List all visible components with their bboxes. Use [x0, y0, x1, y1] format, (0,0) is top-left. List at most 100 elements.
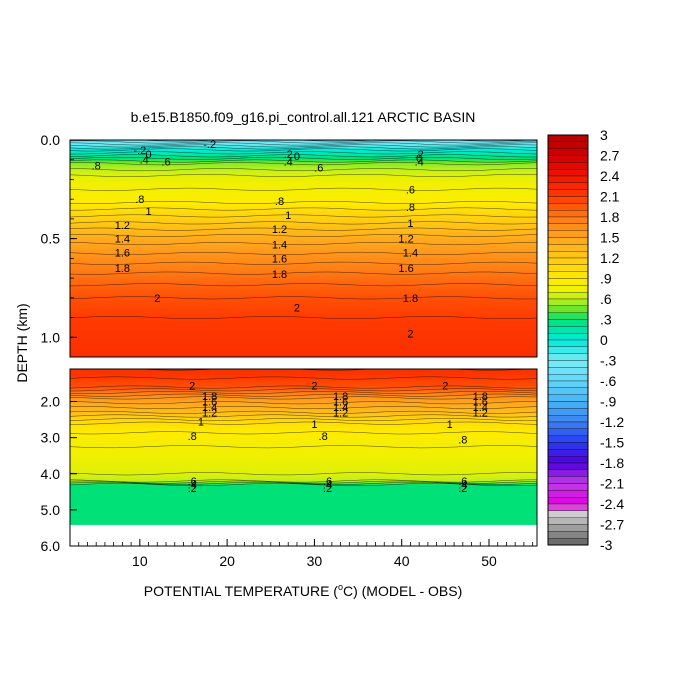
color-band	[70, 328, 537, 331]
color-band	[70, 179, 537, 182]
contour-line	[70, 148, 537, 152]
contour-label: .2	[323, 483, 332, 495]
color-band	[70, 226, 537, 229]
color-band	[70, 233, 537, 236]
color-band	[70, 512, 537, 515]
contour-label: 2	[294, 303, 300, 315]
contour-label: -.2	[203, 139, 216, 151]
lower-panel-frame	[69, 368, 538, 547]
color-band	[70, 454, 537, 457]
color-band	[70, 516, 537, 519]
color-band	[70, 442, 537, 445]
color-band	[70, 149, 537, 152]
contour-label: 1.2	[473, 407, 488, 419]
x-tick-label: 20	[219, 553, 235, 569]
upper-panel-frame	[69, 139, 538, 358]
color-band	[70, 194, 537, 197]
color-band	[70, 249, 537, 252]
colorbar-tick-label: -3	[600, 537, 613, 553]
color-band	[70, 370, 537, 373]
color-band	[70, 479, 537, 482]
color-band	[70, 348, 537, 351]
contour-label: 1.6	[272, 253, 287, 265]
color-band	[70, 215, 537, 218]
contour-label: .8	[135, 194, 144, 206]
color-band	[70, 432, 537, 434]
color-band	[70, 287, 537, 290]
colorbar-box	[547, 503, 589, 511]
color-band	[70, 251, 537, 254]
color-band	[70, 409, 537, 412]
color-band	[70, 156, 537, 159]
color-band	[70, 152, 537, 155]
color-band	[70, 340, 537, 343]
upper-depth-panel	[70, 140, 537, 357]
x-tick-label: 50	[481, 553, 497, 569]
color-band	[70, 510, 537, 513]
colorbar-tick-label: .6	[600, 291, 612, 307]
color-band	[70, 405, 537, 408]
color-band	[70, 378, 537, 381]
contour-label: 1	[145, 206, 151, 218]
contour-line	[70, 481, 537, 485]
contour-label: .6	[161, 157, 170, 169]
colorbar-box	[547, 353, 589, 361]
contour-line	[70, 168, 537, 172]
contour-label: 1.6	[202, 397, 217, 409]
color-band	[70, 234, 537, 237]
color-band	[70, 187, 537, 190]
color-band	[70, 285, 537, 288]
colorbar-box	[547, 462, 589, 470]
color-band	[70, 426, 537, 428]
color-band	[70, 279, 537, 282]
color-band	[70, 436, 537, 439]
colorbar-box	[547, 292, 589, 300]
color-band	[70, 289, 537, 292]
color-band	[70, 471, 537, 474]
color-band	[70, 264, 537, 267]
contour-label: 1.2	[333, 407, 348, 419]
color-band	[70, 184, 537, 187]
color-band	[70, 493, 537, 495]
contour-labels: -.2-.2 0.4.6.8.2 0.4.6.20.4.6.8.8.81 111.2 1…	[92, 139, 488, 495]
color-band	[70, 458, 537, 460]
contour-label: .6	[323, 476, 332, 488]
contour-line	[70, 154, 537, 158]
colorbar-box	[547, 175, 589, 183]
color-band	[70, 467, 537, 469]
color-band	[70, 450, 537, 453]
contour-line	[70, 296, 537, 300]
contour-label: .6	[188, 476, 197, 488]
color-band	[70, 199, 537, 202]
color-band	[70, 352, 537, 355]
color-band	[70, 191, 537, 194]
contour-label: 1.2	[272, 224, 287, 236]
color-band	[70, 369, 537, 371]
color-band	[70, 239, 537, 241]
color-band	[70, 332, 537, 335]
color-band	[70, 344, 537, 347]
colorbar-box	[547, 155, 589, 163]
colorbar-tick-label: 1.5	[600, 230, 620, 246]
colorbar-box	[547, 510, 589, 518]
y-tick-label: 4.0	[41, 466, 61, 482]
color-band	[70, 393, 537, 395]
color-band	[70, 252, 537, 255]
color-band	[70, 460, 537, 462]
contour-label: .4	[284, 157, 293, 169]
color-band	[70, 373, 537, 376]
contour-label: .8	[275, 196, 284, 208]
color-band	[70, 390, 537, 392]
colorbar-tick-label: -.9	[600, 394, 617, 410]
color-band	[70, 448, 537, 451]
color-band	[70, 468, 537, 470]
colorbar-tick-label: 3	[600, 127, 608, 143]
color-band	[70, 183, 537, 186]
axes: 10 20 30 40 500.00.51.02.03.04.05.06.0	[41, 132, 534, 569]
colorbar-box	[547, 169, 589, 177]
colorbar-tick-label: -1.5	[600, 435, 624, 451]
color-band	[70, 320, 537, 323]
color-band	[70, 430, 537, 432]
color-band	[70, 380, 537, 383]
